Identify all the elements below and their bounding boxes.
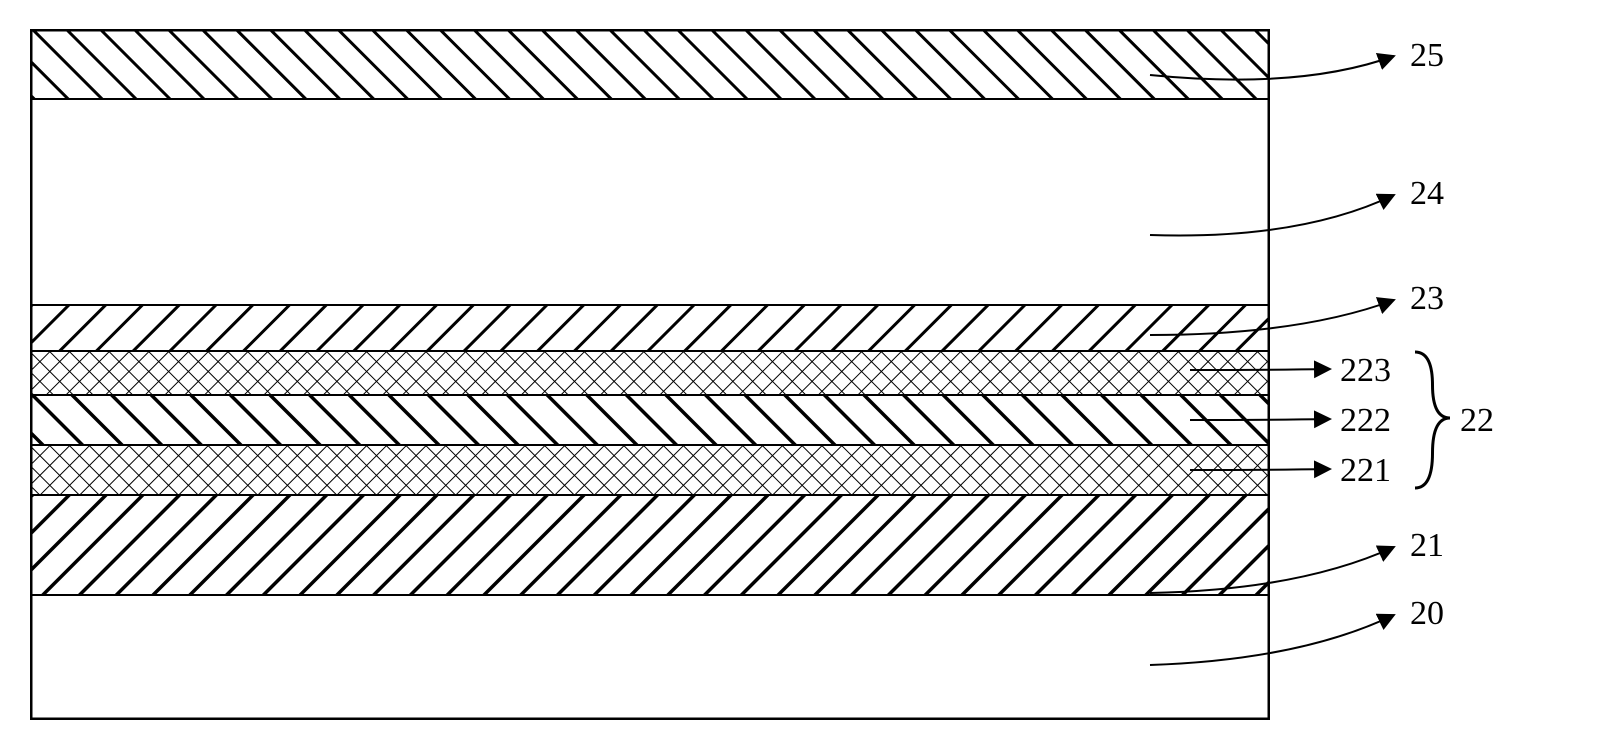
- layer-stack-diagram: 252423223222221222120: [20, 20, 1603, 726]
- brace-22: [20, 20, 1603, 726]
